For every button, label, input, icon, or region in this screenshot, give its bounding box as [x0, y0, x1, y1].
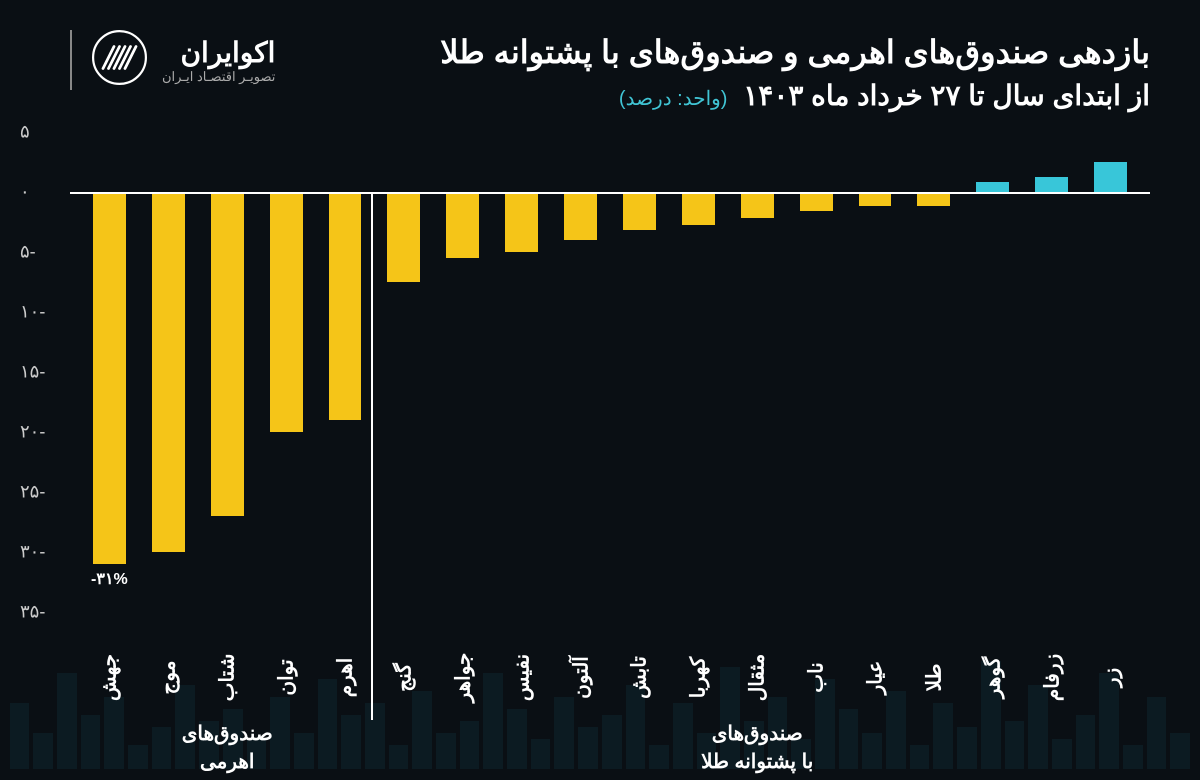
x-label: کهربا: [686, 657, 711, 698]
bar-slot: [204, 132, 251, 612]
bar-slot: [969, 132, 1016, 612]
x-label: زر: [1098, 668, 1123, 687]
bar: [682, 192, 715, 226]
bar-slot: [498, 132, 545, 612]
x-label: جواهر: [450, 652, 475, 702]
brand-icon: [92, 30, 147, 90]
bar-slot: [145, 132, 192, 612]
bar: [1035, 177, 1068, 191]
bar: [917, 192, 950, 206]
x-label: تابش: [627, 656, 652, 699]
x-label: زرفام: [1039, 654, 1064, 701]
bar: [741, 192, 774, 218]
bar-slot: [852, 132, 899, 612]
bar-slot: [439, 132, 486, 612]
bar: [623, 192, 656, 230]
bar: [93, 192, 126, 564]
x-label: مثقال: [745, 654, 770, 702]
bar-slot: [675, 132, 722, 612]
chart-plot: ۵۰-۵-۱۰-۱۵-۲۰-۲۵-۳۰-۳۵ -۳۱%: [70, 132, 1150, 612]
brand-tagline: تصویـر اقتصـاد ایـران: [162, 69, 275, 85]
title-block: بازدهی صندوق‌های اهرمی و صندوق‌های با پش…: [275, 30, 1150, 112]
group-labels: صندوق‌هایاهرمی صندوق‌هایبا پشتوانه طلا: [70, 720, 1150, 780]
bar: [505, 192, 538, 252]
x-label: جهش: [97, 654, 122, 701]
logo: اکوایران تصویـر اقتصـاد ایـران: [70, 30, 275, 90]
subtitle-text: از ابتدای سال تا ۲۷ خرداد ماه ۱۴۰۳: [743, 80, 1150, 111]
bar-slot: [616, 132, 663, 612]
bar-slot: [734, 132, 781, 612]
group-label: صندوق‌هایاهرمی: [182, 720, 273, 776]
bar: [976, 182, 1009, 192]
bar-slot: [1028, 132, 1075, 612]
bar: [446, 192, 479, 258]
y-axis: ۵۰-۵-۱۰-۱۵-۲۰-۲۵-۳۰-۳۵: [20, 132, 65, 612]
y-tick: -۳۵: [20, 601, 65, 622]
bar: [211, 192, 244, 516]
x-label: آلتون: [568, 656, 593, 699]
x-label: گنج: [391, 663, 416, 691]
x-label: توان: [274, 659, 299, 695]
bar-slot: [322, 132, 369, 612]
header: بازدهی صندوق‌های اهرمی و صندوق‌های با پش…: [0, 0, 1200, 122]
bar: [270, 192, 303, 432]
x-label: اهرم: [332, 658, 357, 698]
bar: [152, 192, 185, 552]
y-tick: ۵: [20, 121, 65, 142]
chart-title: بازدهی صندوق‌های اهرمی و صندوق‌های با پش…: [275, 30, 1150, 75]
x-label: شتاب: [215, 653, 240, 701]
group-divider: [371, 192, 373, 720]
x-label: طلا: [921, 663, 946, 691]
group-label: صندوق‌هایبا پشتوانه طلا: [701, 720, 813, 776]
plot-area: -۳۱%: [70, 132, 1150, 612]
unit-label: (واحد: درصد): [619, 88, 728, 110]
y-tick: -۳۰: [20, 541, 65, 562]
x-label: عیار: [862, 660, 887, 694]
zero-line: [70, 192, 1150, 194]
y-tick: -۱۵: [20, 361, 65, 382]
y-tick: -۲۰: [20, 421, 65, 442]
brand-name: اکوایران: [162, 36, 275, 69]
y-tick: -۵: [20, 241, 65, 262]
x-axis-labels: زر زرفام گوهر طلا عیار ناب مثقال کهربا تابش آلتون…: [70, 620, 1150, 710]
bar: [564, 192, 597, 240]
x-label: ناب: [804, 662, 829, 693]
bar: [859, 192, 892, 206]
bar-value-label: -۳۱%: [91, 569, 128, 589]
bar-slot: [793, 132, 840, 612]
bar: [1094, 162, 1127, 192]
bar: [387, 192, 420, 282]
bar: [329, 192, 362, 420]
bar-slot: [910, 132, 957, 612]
bar-slot: [1087, 132, 1134, 612]
x-label: نفیس: [509, 654, 534, 701]
x-label: موج: [156, 660, 181, 694]
bar-slot: -۳۱%: [86, 132, 133, 612]
y-tick: ۰: [20, 181, 65, 202]
bars-container: -۳۱%: [70, 132, 1150, 612]
x-label: گوهر: [980, 657, 1005, 698]
bar: [800, 192, 833, 211]
chart-subtitle: از ابتدای سال تا ۲۷ خرداد ماه ۱۴۰۳ (واحد…: [275, 79, 1150, 112]
bar-slot: [263, 132, 310, 612]
bar-slot: [380, 132, 427, 612]
bar-slot: [557, 132, 604, 612]
y-tick: -۲۵: [20, 481, 65, 502]
y-tick: -۱۰: [20, 301, 65, 322]
